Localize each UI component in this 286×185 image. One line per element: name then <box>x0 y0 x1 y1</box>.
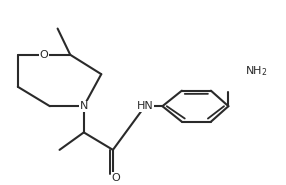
Text: N: N <box>80 101 88 111</box>
Text: O: O <box>112 173 120 183</box>
Text: NH$_2$: NH$_2$ <box>245 64 267 78</box>
Text: O: O <box>40 50 48 60</box>
Text: HN: HN <box>137 101 153 111</box>
